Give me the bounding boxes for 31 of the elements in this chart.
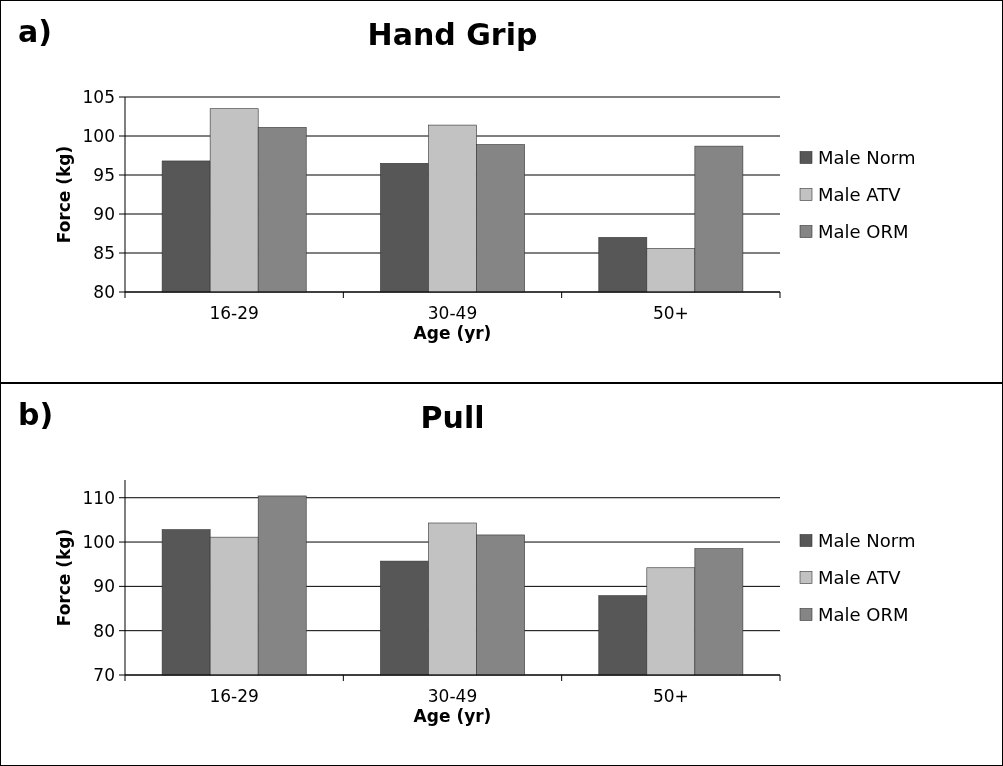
x-tick-label: 30-49 (427, 686, 478, 706)
legend-label: Male ATV (818, 183, 902, 205)
legend-label: Male ATV (818, 566, 902, 588)
x-tick-label: 50+ (652, 303, 689, 323)
y-axis-title: Force (kg) (54, 528, 74, 627)
chart-title: Pull (420, 400, 485, 435)
chart-title: Hand Grip (367, 17, 538, 52)
y-tick-label: 70 (93, 664, 115, 685)
y-axis-title: Force (kg) (54, 145, 74, 244)
x-tick-label: 30-49 (427, 303, 478, 323)
y-tick-label: 100 (82, 125, 115, 146)
y-tick-label: 95 (93, 164, 115, 185)
y-tick-label: 80 (93, 281, 115, 302)
y-tick-label: 110 (82, 487, 115, 508)
x-tick-label: 16-29 (209, 686, 259, 706)
legend-label: Male Norm (818, 529, 916, 551)
x-tick-label: 16-29 (209, 303, 259, 323)
legend-label: Male ORM (818, 603, 909, 625)
x-axis-title: Age (yr) (413, 706, 492, 726)
y-tick-label: 85 (93, 242, 115, 263)
y-tick-label: 100 (82, 532, 115, 552)
text: b) (18, 397, 54, 432)
text: a) (18, 14, 52, 49)
legend-label: Male ORM (818, 220, 909, 242)
legend-label: Male Norm (818, 146, 916, 168)
y-tick-label: 80 (93, 620, 115, 641)
y-tick-label: 90 (93, 576, 115, 597)
y-tick-label: 90 (93, 203, 115, 224)
y-tick-label: 105 (82, 86, 115, 107)
x-tick-label: 50+ (652, 686, 689, 706)
x-axis-title: Age (yr) (413, 323, 492, 343)
